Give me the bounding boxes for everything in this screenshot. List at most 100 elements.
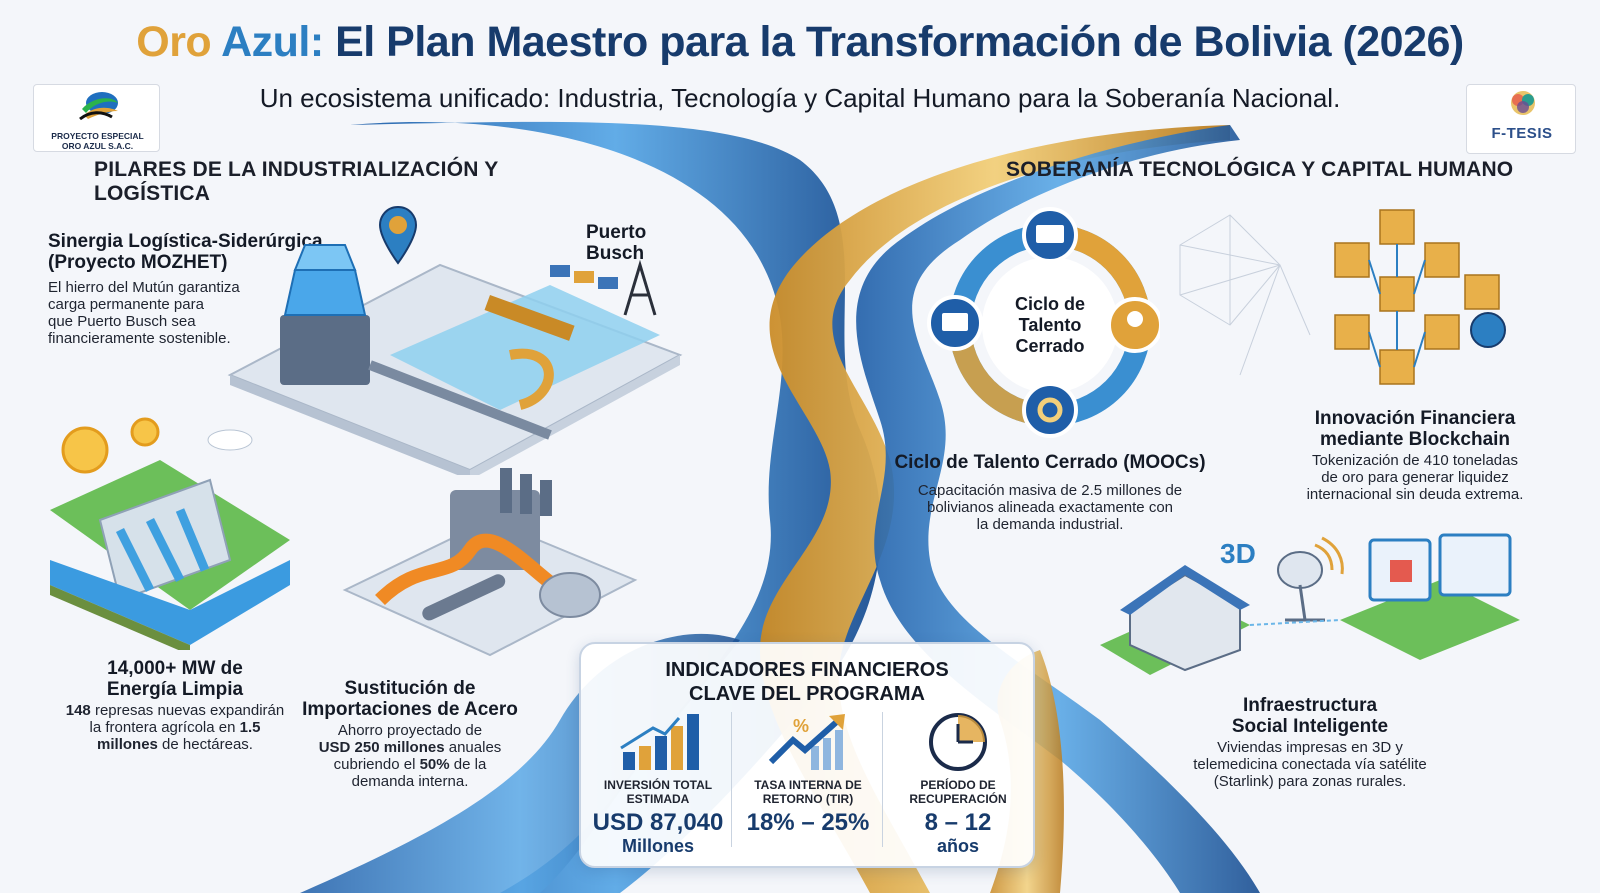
tir-label-line2: RETORNO (TIR) [762, 792, 854, 806]
infra-body: Viviendas impresas en 3D y telemedicina … [1170, 739, 1450, 790]
left-section-heading: PILARES DE LA INDUSTRIALIZACIÓN Y LOGÍST… [94, 158, 499, 205]
steel-mill-illustration [342, 468, 638, 657]
infra-body-line2: telemedicina conectada vía satélite [1193, 756, 1427, 773]
acero-body-line1: Ahorro proyectado de [337, 722, 483, 739]
blockchain-body-line3: internacional sin deuda extrema. [1306, 486, 1524, 503]
energia-body: 148 represas nuevas expandirán la fronte… [40, 702, 310, 753]
acero-text4: de la [449, 756, 487, 773]
energia-text3: de hectáreas. [157, 736, 253, 753]
infra-body-line3: (Starlink) para zonas rurales. [1213, 773, 1407, 790]
recovery-label-line1: PERÍODO DE [920, 778, 996, 792]
talento-body: Capacitación masiva de 2.5 millones de b… [880, 482, 1220, 533]
acero-body: Ahorro proyectado de USD 250 millones an… [290, 722, 530, 790]
energia-millones: millones [97, 736, 158, 753]
trend-arrow-percent-icon: % [768, 714, 845, 770]
blockchain-title-line1: Innovación Financiera [1314, 408, 1516, 429]
puerto-busch-label: Puerto Busch [586, 222, 676, 264]
acero-title-line1: Sustitución de [344, 678, 476, 699]
right-section-heading: SOBERANÍA TECNOLÓGICA Y CAPITAL HUMANO [1006, 158, 1514, 181]
financial-divider [882, 712, 883, 847]
energia-body-line3: millones de hectáreas. [40, 736, 310, 753]
talento-body-line3: la demanda industrial. [976, 516, 1124, 533]
f-tesis-logo: F-TESIS [1466, 84, 1576, 154]
financial-indicators-panel: INDICADORES FINANCIEROS CLAVE DEL PROGRA… [579, 642, 1035, 868]
blockchain-body: Tokenización de 410 toneladas de oro par… [1290, 452, 1540, 503]
oro-azul-emblem-icon [79, 92, 118, 121]
f-tesis-emblem-icon [1511, 91, 1535, 115]
blockchain-title: Innovación Financiera mediante Blockchai… [1290, 408, 1540, 450]
percent-symbol: % [793, 716, 809, 736]
cycle-center-line3: Cerrado [1015, 336, 1085, 356]
f-tesis-name: F-TESIS [1491, 125, 1553, 142]
energia-text2: la frontera agrícola en [89, 719, 240, 736]
title-azul: Azul: [221, 18, 324, 66]
port-logistics-illustration [227, 244, 683, 475]
acero-body-line3: cubriendo el 50% de la [290, 756, 530, 773]
sinergia-body-line3: que Puerto Busch sea [48, 313, 196, 330]
investment-unit: Millones [621, 836, 694, 856]
puerto-busch-line1: Puerto [586, 222, 647, 243]
sinergia-title-line2: (Proyecto MOZHET) [48, 252, 228, 273]
acero-body-line4: demanda interna. [351, 773, 469, 790]
blockchain-body-line2: de oro para generar liquidez [1321, 469, 1509, 486]
infra-title-line1: Infraestructura [1242, 695, 1378, 716]
recovery-value: 8 – 12 [924, 809, 992, 836]
energia-title-line1: 14,000+ MW de [107, 658, 243, 679]
energia-hectares-value: 1.5 [239, 719, 261, 736]
acero-body-line2: USD 250 millones anuales [290, 739, 530, 756]
energia-body-line2: la frontera agrícola en 1.5 [40, 719, 310, 736]
infra-title-line2: Social Inteligente [1231, 716, 1389, 737]
tir-indicator: % TASA INTERNA DE RETORNO (TIR) 18% – 25… [733, 710, 883, 860]
acero-savings-value: USD 250 millones [318, 739, 445, 756]
sinergia-title: Sinergia Logística-Siderúrgica (Proyecto… [48, 231, 368, 273]
page-subtitle: Un ecosistema unificado: Industria, Tecn… [259, 83, 1341, 113]
talento-body-line1: Capacitación masiva de 2.5 millones de [917, 482, 1183, 499]
social-infrastructure-illustration [1100, 533, 1520, 675]
puerto-busch-line2: Busch [586, 243, 645, 264]
recovery-unit: años [936, 836, 979, 856]
cycle-center-line1: Ciclo de [1014, 294, 1085, 314]
sinergia-body-line2: carga permanente para [48, 296, 204, 313]
energia-title-line2: Energía Limpia [106, 679, 244, 700]
hydro-dam-illustration [50, 417, 290, 650]
recovery-label-line2: RECUPERACIÓN [909, 792, 1007, 806]
recovery-indicator: PERÍODO DE RECUPERACIÓN 8 – 12 años [883, 710, 1033, 860]
title-rest: El Plan Maestro para la Transformación d… [335, 18, 1464, 66]
blockchain-body-line1: Tokenización de 410 toneladas [1312, 452, 1518, 469]
financial-title-line1: INDICADORES FINANCIEROS [665, 659, 949, 681]
page-title: Oro Azul: El Plan Maestro para la Transf… [0, 18, 1600, 67]
oro-azul-logo: PROYECTO ESPECIAL ORO AZUL S.A.C. [33, 84, 160, 152]
financial-divider [731, 712, 732, 847]
print-3d-label: 3D [1220, 538, 1256, 569]
talent-cycle-diagram [927, 207, 1160, 438]
investment-label-line1: INVERSIÓN TOTAL [603, 778, 713, 792]
location-pin-icon [378, 205, 418, 265]
sinergia-body-line4: financieramente sostenible. [48, 330, 231, 347]
financial-title-line2: CLAVE DEL PROGRAMA [689, 683, 925, 705]
energia-text1: represas nuevas expandirán [90, 702, 285, 719]
acero-text3: cubriendo el [333, 756, 420, 773]
sinergia-body: El hierro del Mutún garantiza carga perm… [48, 279, 288, 347]
talento-body-line2: bolivianos alineada exactamente con [927, 499, 1173, 516]
logo-left-line2: ORO AZUL S.A.C. [61, 141, 134, 151]
cycle-center-line2: Talento [1018, 315, 1082, 335]
tir-label-line1: TASA INTERNA DE [754, 778, 862, 792]
cycle-center-label: Ciclo de Talento Cerrado [990, 294, 1110, 357]
investment-value: USD 87,040 [592, 809, 724, 836]
investment-indicator: INVERSIÓN TOTAL ESTIMADA USD 87,040 Mill… [583, 710, 733, 860]
logo-left-line1: PROYECTO ESPECIAL [51, 131, 144, 141]
tir-value: 18% – 25% [746, 809, 870, 836]
energia-represas-count: 148 [65, 702, 91, 719]
acero-text2: anuales [444, 739, 502, 756]
acero-title: Sustitución de Importaciones de Acero [290, 678, 530, 720]
acero-title-line2: Importaciones de Acero [302, 699, 518, 720]
energia-body-line1: 148 represas nuevas expandirán [40, 702, 310, 719]
sinergia-title-line1: Sinergia Logística-Siderúrgica [48, 231, 323, 252]
infra-title: Infraestructura Social Inteligente [1185, 695, 1435, 737]
title-oro: Oro [136, 18, 212, 66]
clock-icon [929, 713, 987, 771]
financial-panel-title: INDICADORES FINANCIEROS CLAVE DEL PROGRA… [581, 658, 1033, 706]
bar-chart-growth-icon [620, 714, 699, 770]
acero-percent-value: 50% [419, 756, 450, 773]
talento-title: Ciclo de Talento Cerrado (MOOCs) [894, 452, 1206, 473]
